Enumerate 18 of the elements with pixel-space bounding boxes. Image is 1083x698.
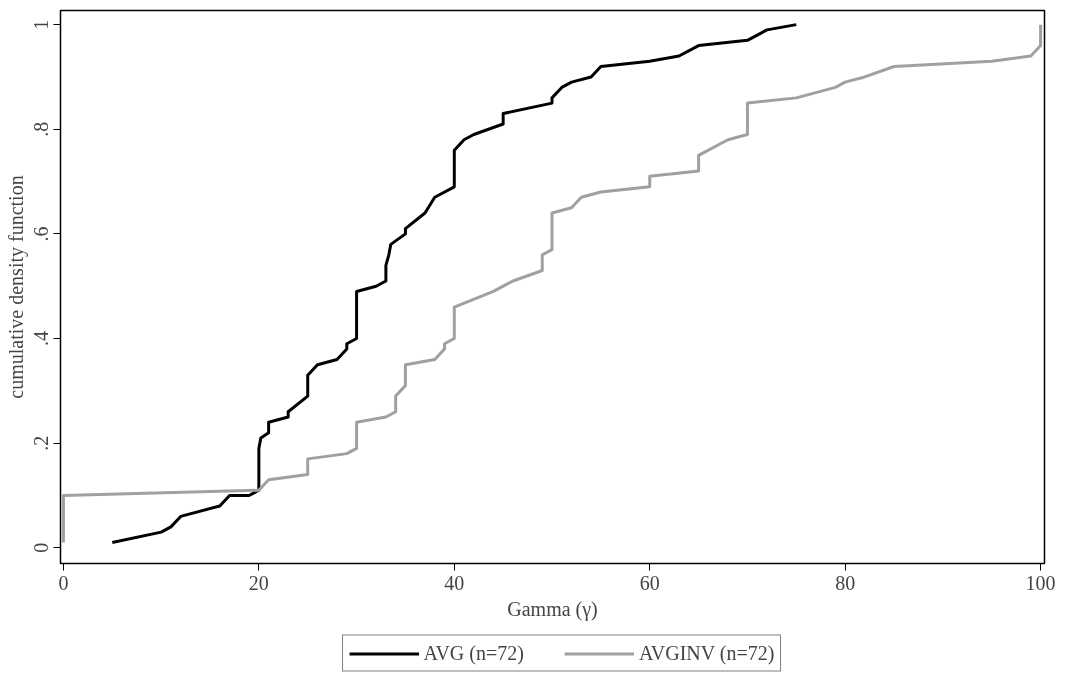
y-tick-label: .4 bbox=[30, 331, 53, 347]
legend-label: AVG (n=72) bbox=[423, 641, 524, 665]
x-tick-label: 60 bbox=[639, 571, 660, 594]
y-axis-title: cumulative density function bbox=[4, 175, 28, 399]
line-series bbox=[61, 23, 1043, 545]
y-tick-label: .2 bbox=[30, 435, 53, 451]
x-axis-title: Gamma (γ) bbox=[507, 597, 598, 621]
legend-label: AVGINV (n=72) bbox=[638, 641, 775, 665]
y-tick-label: 0 bbox=[30, 542, 53, 553]
y-tick-label: 1 bbox=[30, 19, 53, 30]
x-tick-label: 80 bbox=[835, 571, 856, 594]
x-tick-label: 40 bbox=[444, 571, 465, 594]
y-tick-label: .6 bbox=[30, 226, 53, 242]
y-tick-label: .8 bbox=[30, 121, 53, 137]
line-series bbox=[110, 23, 798, 545]
x-tick-label: 20 bbox=[248, 571, 269, 594]
x-tick-label: 0 bbox=[58, 571, 69, 594]
x-tick-label: 100 bbox=[1025, 571, 1056, 594]
